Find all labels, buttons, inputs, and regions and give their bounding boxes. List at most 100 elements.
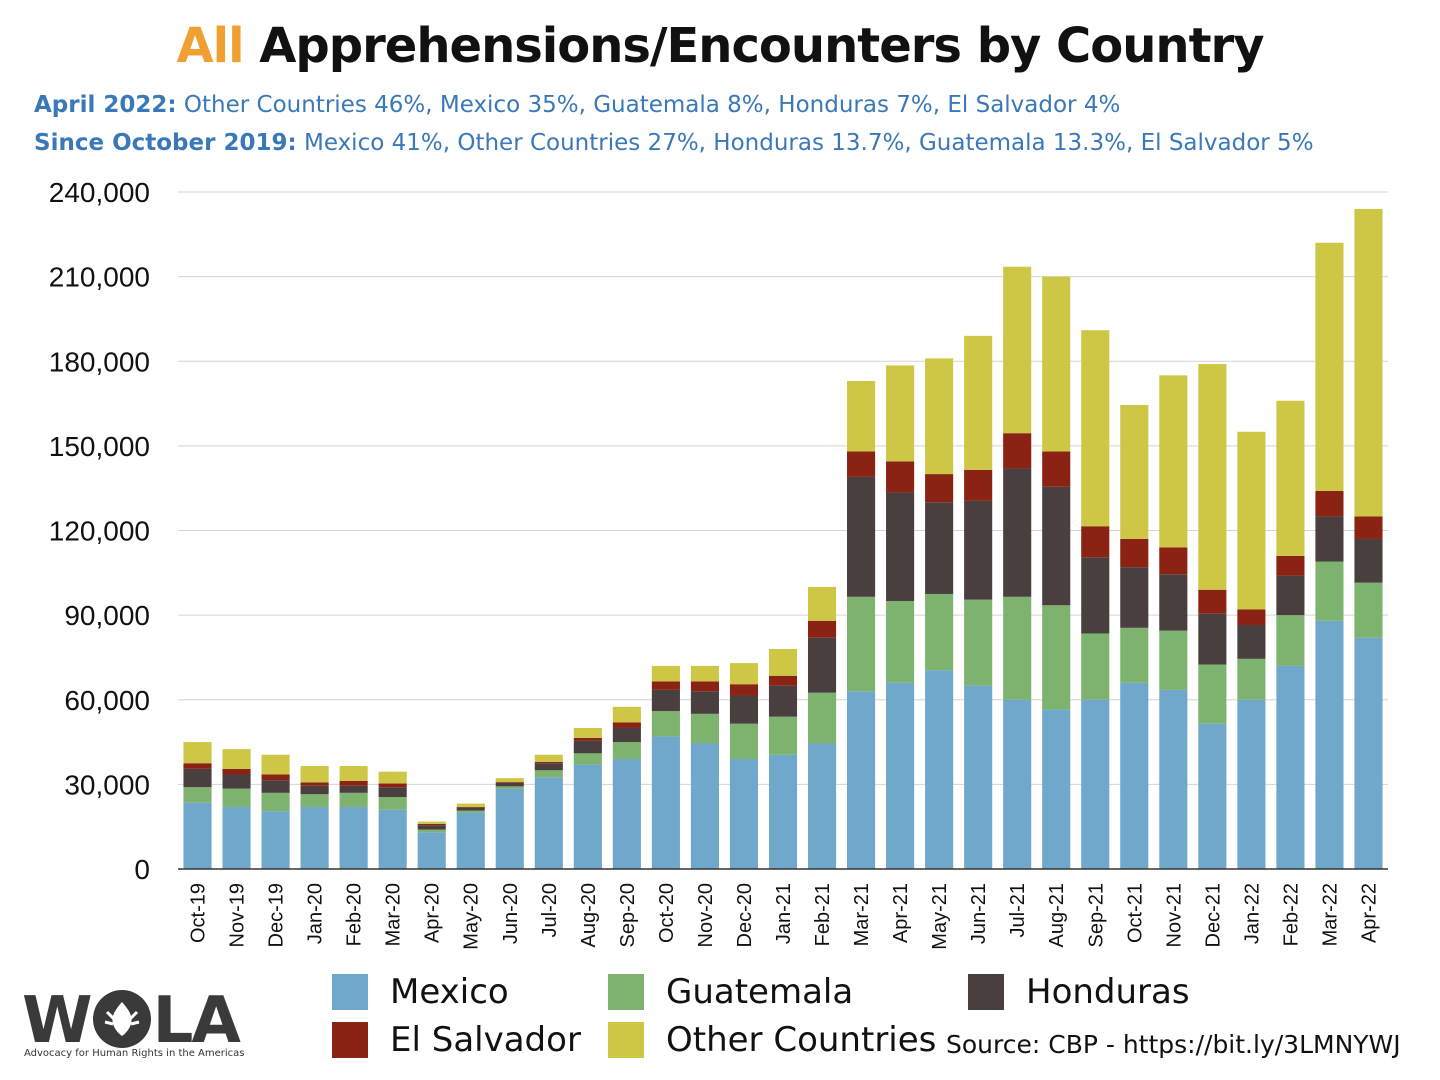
y-tick-label: 0 [134, 854, 150, 885]
legend-swatch [968, 974, 1004, 1010]
bar-segment-el-salvador [1198, 589, 1227, 614]
bar-segment-guatemala [651, 711, 680, 737]
bar-segment-mexico [1003, 699, 1032, 869]
bar-segment-honduras [378, 787, 407, 798]
bar-segment-mexico [925, 670, 954, 869]
title-accent: All [176, 18, 244, 74]
bars [183, 208, 1383, 869]
bar-segment-el-salvador [651, 681, 680, 690]
bar-segment-el-salvador [1159, 547, 1188, 575]
x-tick-label: Sep-20 [617, 883, 639, 948]
axes: 0 30,000 60,000 90,000 120,000 150,000 180,000… [49, 177, 1388, 950]
bar-segment-other-countries [768, 648, 798, 676]
bar-segment-guatemala [886, 601, 915, 683]
legend-label: Guatemala [666, 972, 854, 1012]
x-tick-label: Mar-21 [851, 883, 873, 946]
bar-segment-other-countries [534, 754, 563, 762]
x-tick-label: Apr-20 [422, 883, 444, 943]
bar-segment-honduras [768, 685, 798, 717]
bar-segment-el-salvador [768, 675, 798, 686]
subtitle-april-label: April 2022: [34, 92, 177, 118]
y-tick-label: 120,000 [49, 516, 150, 547]
bar-segment-other-countries [300, 766, 329, 783]
bar-segment-other-countries [378, 771, 407, 784]
x-tick-label: Jan-20 [305, 883, 327, 944]
bar-segment-el-salvador [729, 684, 759, 696]
bar-segment-guatemala [1354, 582, 1383, 638]
bar-segment-honduras [964, 500, 993, 600]
bar-segment-honduras [261, 780, 290, 793]
legend-label: Mexico [390, 972, 509, 1012]
subtitle-april-text: Other Countries 46%, Mexico 35%, Guatema… [176, 92, 1121, 118]
bar-segment-other-countries [573, 727, 602, 738]
bar-segment-honduras [925, 502, 954, 594]
bar-segment-honduras [886, 492, 915, 602]
bar-segment-honduras [1198, 613, 1227, 665]
bar-segment-guatemala [1081, 633, 1110, 700]
y-tick-label: 210,000 [49, 262, 150, 293]
bar-segment-mexico [573, 764, 602, 869]
x-tick-label: Mar-20 [383, 883, 405, 946]
bar-segment-other-countries [729, 663, 759, 685]
subtitle-april-2022: April 2022: Other Countries 46%, Mexico … [34, 92, 1120, 118]
bar-segment-mexico [378, 809, 407, 869]
bar-segment-honduras [183, 768, 212, 788]
bar-segment-honduras [417, 825, 446, 830]
bar-segment-honduras [1315, 516, 1344, 562]
x-tick-label: Nov-19 [227, 883, 249, 947]
bar-segment-mexico [1354, 637, 1383, 869]
bar-segment-el-salvador [886, 461, 915, 493]
bar-segment-mexico [612, 758, 641, 869]
bar-segment-other-countries [925, 358, 954, 475]
bar-segment-guatemala [612, 742, 641, 759]
bar-segment-other-countries [183, 742, 212, 764]
x-tick-label: Mar-22 [1319, 883, 1341, 946]
bar-segment-mexico [1120, 682, 1149, 869]
y-tick-label: 60,000 [64, 685, 150, 716]
bar-segment-el-salvador [456, 806, 485, 808]
bar-segment-el-salvador [1081, 526, 1110, 558]
bar-segment-mexico [417, 832, 446, 869]
bar-segment-other-countries [1003, 266, 1032, 434]
bar-segment-el-salvador [222, 768, 251, 775]
legend-item-other-countries: Other Countries [608, 1020, 936, 1060]
bar-segment-guatemala [1120, 627, 1149, 683]
bar-segment-honduras [1237, 624, 1266, 659]
bar-segment-guatemala [1315, 561, 1344, 621]
bar-segment-other-countries [339, 766, 368, 781]
legend-swatch [332, 1022, 368, 1058]
legend-item-el-salvador: El Salvador [332, 1020, 581, 1060]
bar-segment-mexico [651, 736, 680, 869]
x-tick-label: Feb-21 [812, 883, 834, 946]
bar-segment-guatemala [768, 716, 798, 755]
bar-segment-guatemala [339, 792, 368, 807]
x-tick-label: Jan-21 [773, 883, 795, 944]
bar-segment-other-countries [612, 706, 641, 723]
bar-segment-mexico [768, 754, 798, 869]
chart-title: All Apprehensions/Encounters by Country [0, 18, 1440, 74]
bar-segment-guatemala [1237, 658, 1266, 700]
bar-segment-honduras [1120, 567, 1149, 628]
bar-segment-mexico [1081, 699, 1110, 869]
x-tick-label: Oct-21 [1124, 883, 1146, 943]
bar-segment-guatemala [183, 787, 212, 803]
bar-segment-guatemala [1003, 596, 1032, 700]
source-note: Source: CBP - https://bit.ly/3LMNYWJ [946, 1030, 1401, 1059]
bar-segment-mexico [1237, 699, 1266, 869]
bar-segment-other-countries [964, 335, 993, 470]
x-tick-label: Dec-21 [1202, 883, 1224, 947]
bar-segment-other-countries [222, 749, 251, 769]
bar-segment-honduras [1276, 575, 1305, 616]
bar-segment-other-countries [807, 586, 837, 621]
x-tick-label: Aug-21 [1046, 883, 1068, 948]
bar-segment-mexico [807, 743, 837, 869]
subtitle-since-2019: Since October 2019: Mexico 41%, Other Co… [34, 130, 1314, 156]
bar-segment-el-salvador [807, 620, 837, 638]
bar-segment-mexico [1198, 723, 1227, 869]
x-tick-label: Aug-20 [578, 883, 600, 948]
bar-segment-other-countries [690, 665, 719, 682]
legend-swatch [608, 974, 644, 1010]
bar-segment-guatemala [729, 723, 759, 759]
bar-segment-el-salvador [339, 780, 368, 786]
bar-segment-other-countries [1120, 404, 1149, 539]
